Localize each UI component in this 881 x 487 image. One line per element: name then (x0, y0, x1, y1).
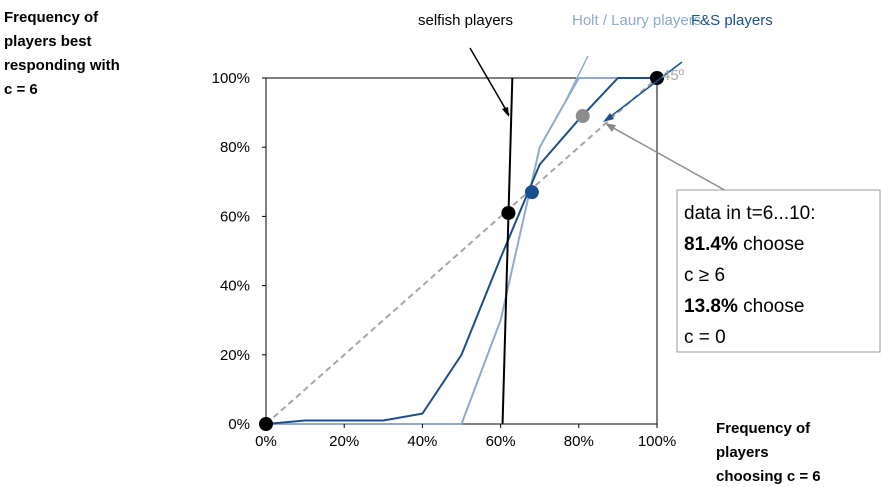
point (501, 205, 516, 220)
note-line: 13.8% choose (684, 296, 804, 317)
arrowhead (502, 107, 509, 117)
arrowhead (603, 113, 614, 122)
marks (259, 71, 664, 431)
y-title-line: c = 6 (4, 81, 38, 98)
label-selfish: selfish players (418, 12, 513, 29)
y-tick-label: 0% (228, 416, 250, 433)
y-tick-label: 100% (212, 70, 250, 87)
arrowhead (605, 123, 616, 132)
x-tick-label: 100% (638, 433, 676, 450)
y-title-line: players best (4, 33, 92, 50)
note-line: 81.4% choose (684, 234, 804, 255)
y-title-line: responding with (4, 57, 120, 74)
note-pct: 81.4% (684, 234, 738, 255)
y-axis-title: Frequency of players best responding wit… (4, 9, 120, 98)
note-word: choose (743, 296, 804, 317)
note-box (676, 189, 881, 353)
note: data in t=6...10: 81.4% choose c ≥ 6 13.… (684, 203, 816, 348)
y-tick-label: 60% (220, 208, 250, 225)
y-tick-label: 20% (220, 347, 250, 364)
series-line (501, 77, 514, 425)
note-line: c = 0 (684, 327, 726, 348)
series-line (265, 77, 658, 425)
x-title-line: choosing c = 6 (716, 468, 821, 485)
note-pct: 13.8% (684, 296, 738, 317)
x-title-line: Frequency of (716, 420, 811, 437)
arrow (565, 55, 589, 101)
y-tick-label: 80% (220, 139, 250, 156)
series-line (265, 77, 657, 425)
y-title-line: Frequency of (4, 9, 99, 26)
label-holt: Holt / Laury players (572, 12, 701, 29)
note-word: choose (743, 234, 804, 255)
arrow (605, 61, 683, 121)
label-fs-1: F&S players (691, 12, 773, 29)
x-tick-label: 60% (486, 433, 516, 450)
point (650, 71, 664, 85)
x-title-line: players (716, 444, 769, 461)
x-tick-label: 0% (255, 433, 277, 450)
x-axis-title: Frequency of players choosing c = 6 (716, 420, 821, 485)
point (524, 185, 539, 200)
label-45: 45º (662, 67, 685, 84)
note-line: data in t=6...10: (684, 203, 816, 224)
x-tick-label: 40% (407, 433, 437, 450)
arrow (469, 47, 510, 116)
note-line: c ≥ 6 (684, 265, 725, 286)
y-tick-label: 40% (220, 278, 250, 295)
arrow (607, 124, 729, 193)
x-tick-label: 80% (564, 433, 594, 450)
point (575, 109, 590, 124)
x-tick-label: 20% (329, 433, 359, 450)
